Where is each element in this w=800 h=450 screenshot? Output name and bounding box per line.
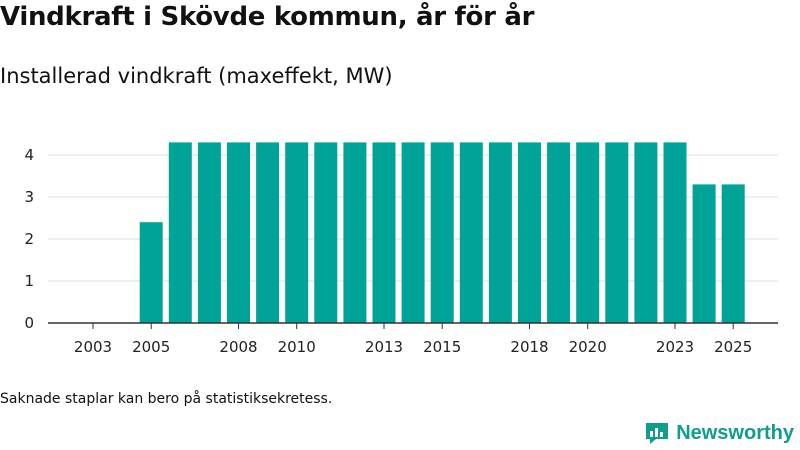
- bar-2008: [227, 142, 250, 323]
- bar-2021: [605, 142, 629, 323]
- bar-2010: [285, 142, 309, 323]
- bar-2023: [663, 142, 687, 323]
- chart-subtitle: Installerad vindkraft (maxeffekt, MW): [0, 64, 393, 88]
- x-tick-label: 2013: [365, 338, 403, 356]
- bar-2005: [139, 222, 163, 323]
- brand-name: Newsworthy: [676, 421, 794, 444]
- bar-2011: [314, 142, 338, 323]
- y-tick-label: 0: [24, 314, 34, 332]
- x-tick-label: 2015: [423, 338, 461, 356]
- x-tick-label: 2003: [74, 338, 112, 356]
- bar-2018: [518, 142, 541, 323]
- footnote: Saknade staplar kan bero på statistiksek…: [0, 391, 333, 407]
- x-tick-label: 2010: [278, 338, 316, 356]
- newsworthy-logo-icon: [646, 423, 669, 444]
- bar-2015: [430, 142, 454, 323]
- y-tick-label: 1: [24, 272, 34, 290]
- bar-2013: [372, 142, 396, 323]
- brand: Newsworthy: [644, 420, 794, 446]
- x-tick-label: 2008: [219, 338, 257, 356]
- y-tick-label: 2: [24, 230, 34, 248]
- bar-2016: [459, 142, 483, 323]
- x-tick-label: 2020: [569, 338, 607, 356]
- x-tick-label: 2025: [714, 338, 752, 356]
- bar-2024: [692, 184, 716, 323]
- bar-2019: [547, 142, 571, 323]
- bar-2025: [721, 184, 745, 323]
- bar-2020: [576, 142, 600, 323]
- bar-2009: [256, 142, 280, 323]
- x-tick-label: 2005: [132, 338, 170, 356]
- bar-chart: 0 1 2 3 4 2003 2005 2008 2010 2013 2015 2018 2020 202…: [24, 142, 778, 356]
- chart-title: Vindkraft i Skövde kommun, år för år: [0, 2, 535, 32]
- x-tick-label: 2018: [510, 338, 548, 356]
- x-tick-label: 2023: [656, 338, 694, 356]
- bar-2017: [488, 142, 512, 323]
- bar-2022: [634, 142, 658, 323]
- bar-2012: [343, 142, 367, 323]
- y-tick-label: 4: [24, 146, 34, 164]
- bar-2007: [197, 142, 221, 323]
- y-tick-label: 3: [24, 188, 34, 206]
- bar-2006: [168, 142, 192, 323]
- bar-2014: [401, 142, 425, 323]
